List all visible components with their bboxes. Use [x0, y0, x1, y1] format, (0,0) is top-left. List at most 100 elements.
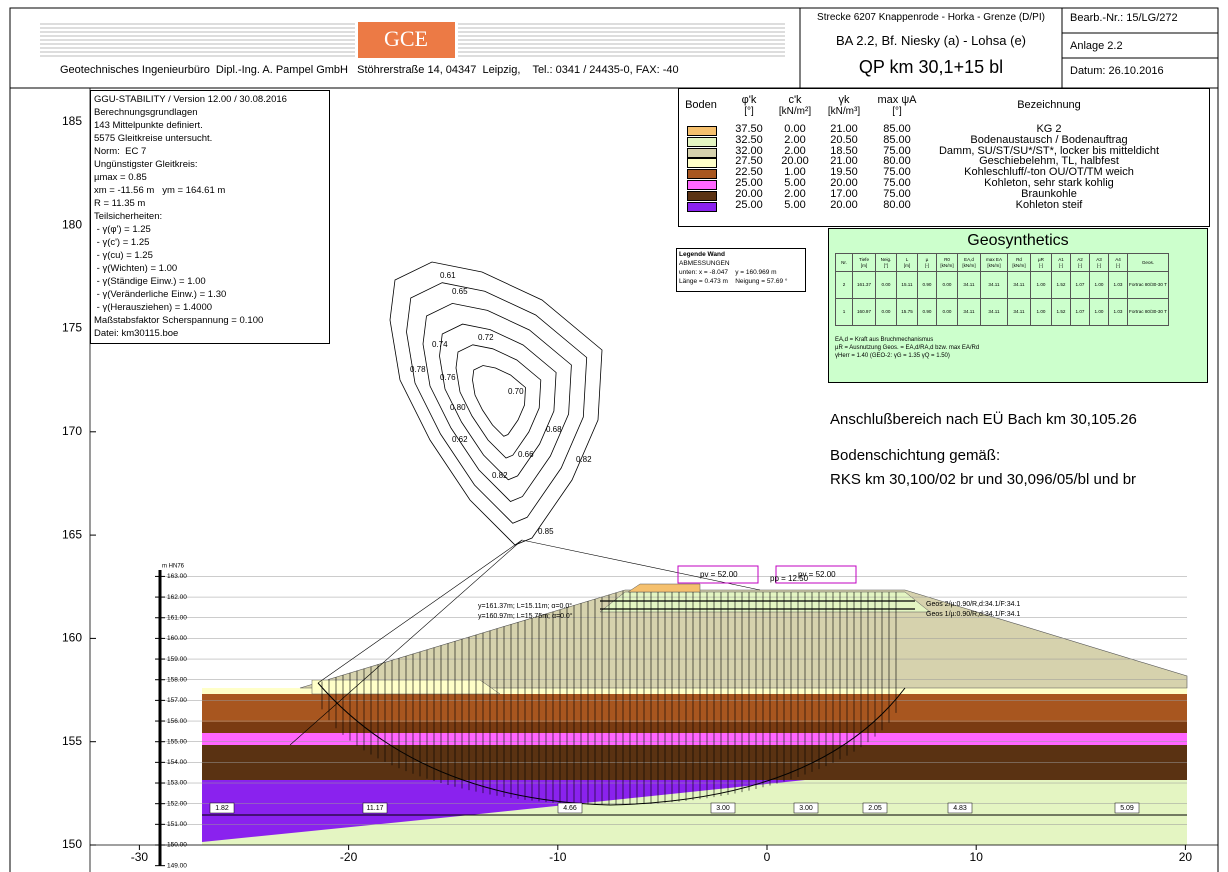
x-tick-label: 0 — [764, 850, 771, 864]
info-line: - γ(Ständige Einw.) = 1.00 — [94, 276, 206, 287]
cell: Fortrac 80/30-30 T — [1127, 271, 1169, 299]
header-cell: EA,d [kN/m] — [957, 253, 981, 272]
info-line: µmax = 0.85 — [94, 172, 147, 183]
contour — [439, 323, 557, 481]
geosynthetics-box: Geosynthetics Nr. Tiefe [m] Neig. [°] L [m] µ [-… — [828, 228, 1208, 383]
cell: 1.03 — [1108, 271, 1128, 299]
soil-value: 2.00 — [784, 187, 806, 200]
geosynthetics-title: Geosynthetics — [967, 232, 1069, 249]
header-cell: Neig. [°] — [875, 253, 897, 272]
soil-name: Damm, SU/ST/SU*/ST*, locker bis mitteldi… — [938, 144, 1160, 157]
label-box — [557, 802, 583, 814]
layer — [202, 688, 1187, 694]
cell: 15.75 — [896, 298, 918, 326]
header-cell: Nr. — [835, 253, 853, 272]
header-unit: [m] — [903, 262, 911, 268]
header-label: max EA — [985, 256, 1003, 262]
section: BA 2.2, Bf. Niesky (a) - Lohsa (e) — [835, 33, 1027, 48]
cell: 1 — [835, 298, 853, 326]
contour-label: 0.76 — [440, 373, 456, 382]
soil-swatch — [687, 169, 717, 180]
header-unit: [-] — [1115, 262, 1121, 268]
elevation-label: 162.00 — [167, 594, 187, 601]
column-header: Boden — [685, 99, 717, 111]
cell: 15.11 — [896, 271, 918, 299]
soil-value: 21.00 — [830, 155, 858, 168]
column-unit: [°] — [892, 106, 902, 117]
elevation-label: 155.00 — [167, 738, 187, 745]
slip-circle — [317, 682, 906, 806]
contour-label: 0.70 — [508, 387, 524, 396]
header-label: Tiefe — [858, 256, 870, 262]
header-cell: R0 [kN/m] — [936, 253, 958, 272]
y-tick-label: 185 — [62, 114, 82, 128]
radius — [289, 539, 523, 746]
contour-label: 0.61 — [440, 271, 456, 280]
annotation: RKS km 30,100/02 br und 30,096/05/bl und… — [830, 471, 1137, 488]
cell: 34.11 — [957, 271, 981, 299]
cell: 1.00 — [1089, 298, 1109, 326]
elevation-label: 154.00 — [167, 759, 187, 766]
cell: 0.00 — [875, 271, 897, 299]
info-line: - γ(c') = 1.25 — [94, 237, 150, 248]
label-box — [362, 802, 388, 814]
cell: 1.00 — [1030, 298, 1052, 326]
soil-table: Boden φ'k [°] c'k [kN/m²] γk [kN/m³] max ψA [°] B… — [678, 88, 1210, 227]
wall-line: ABMESSUNGEN — [679, 260, 730, 267]
layer — [627, 583, 701, 593]
info-line: - γ(Wichten) = 1.00 — [94, 263, 178, 274]
soil-value: 75.00 — [883, 177, 911, 189]
layer — [202, 722, 1187, 733]
header-unit: [-] — [1077, 262, 1083, 268]
soil-swatch — [687, 147, 717, 158]
info-line: - γ(cu) = 1.25 — [94, 250, 153, 261]
info-box: GGU-STABILITY / Version 12.00 / 30.08.20… — [90, 90, 330, 344]
info-line: Datei: km30115.boe — [94, 328, 179, 339]
segment-length: 11.17 — [367, 805, 384, 812]
contour-label: 0.74 — [432, 340, 448, 349]
soil-swatch — [687, 136, 717, 147]
header-cell: Tiefe [m] — [852, 253, 876, 272]
column-unit: [kN/m³] — [827, 106, 861, 117]
x-tick-label: 10 — [970, 850, 984, 864]
contour-plot: 0.61 0.65 0.74 0.72 0.76 0.78 0.70 0.80 0.68 0.62… — [389, 261, 603, 546]
header-unit: [-] — [1096, 262, 1102, 268]
wall-legend: Legende Wand ABMESSUNGEN unten: x = -8.047… — [676, 248, 806, 292]
header-cell: A4 [-] — [1108, 253, 1128, 272]
contour-label: 0.66 — [518, 450, 534, 459]
cell: 2 — [835, 271, 853, 299]
contour-label: 0.65 — [452, 287, 468, 296]
header-cell: µR [-] — [1030, 253, 1052, 272]
contour — [422, 302, 572, 502]
soil-name: Kohleschluff/-ton OU/OT/TM weich — [964, 166, 1134, 179]
header-label: Nr. — [841, 259, 847, 265]
header-cell: µ [-] — [917, 253, 937, 272]
annex: Anlage 2.2 — [1070, 40, 1123, 52]
info-line: Ungünstigster Gleitkreis: — [94, 159, 198, 170]
load-label: pp = 12.50 — [770, 574, 809, 583]
slip-slices — [321, 590, 897, 805]
contour-label: 0.82 — [492, 471, 508, 480]
soil-name: Geschiebelehm, TL, halbfest — [979, 155, 1119, 168]
label-box — [1114, 802, 1140, 814]
job-number: Bearb.-Nr.: 15/LG/272 — [1070, 12, 1178, 24]
header-label: A3 — [1096, 256, 1102, 262]
soil-value: 19.50 — [830, 166, 858, 179]
x-tick-label: -20 — [340, 850, 358, 864]
y-tick-label: 180 — [62, 217, 82, 231]
contour-label: 0.85 — [538, 527, 554, 536]
y-tick-label: 175 — [62, 321, 82, 335]
load-box — [775, 565, 857, 584]
cell: 160.97 — [852, 298, 876, 326]
elevation-label: 163.00 — [167, 573, 187, 580]
geogrid-label: Geos 2/µ:0.90/R,d:34.1/F:34.1 — [926, 601, 1020, 608]
annotation: Bodenschichtung gemäß: — [830, 447, 1001, 464]
soil-value: 85.00 — [883, 123, 911, 135]
layer — [202, 780, 805, 842]
soil-value: 5.00 — [784, 177, 806, 189]
contour-label: 0.80 — [450, 403, 466, 412]
header-cell: Geos. — [1127, 253, 1169, 272]
elevation-label: 160.00 — [167, 635, 187, 642]
